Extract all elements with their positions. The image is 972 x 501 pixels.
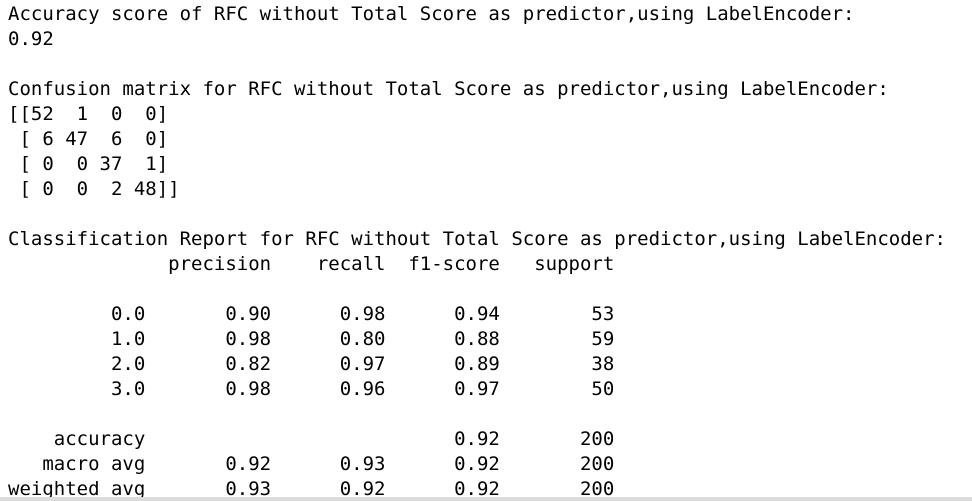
report-row: 2.0 0.82 0.97 0.89 38 — [8, 353, 615, 375]
confusion-matrix-row: [ 6 47 6 0] — [8, 128, 169, 150]
confusion-matrix-heading: Confusion matrix for RFC without Total S… — [8, 78, 889, 100]
confusion-matrix-row: [[52 1 0 0] — [8, 103, 169, 125]
confusion-matrix-row: [ 0 0 37 1] — [8, 153, 169, 175]
blank-line — [8, 52, 968, 77]
report-row: 0.0 0.90 0.98 0.94 53 — [8, 303, 615, 325]
notebook-output-area: Accuracy score of RFC without Total Scor… — [8, 2, 968, 497]
report-row: 3.0 0.98 0.96 0.97 50 — [8, 378, 615, 400]
blank-line — [8, 402, 968, 427]
classification-report-heading: Classification Report for RFC without To… — [8, 228, 946, 250]
report-macro-avg-row: macro avg 0.92 0.93 0.92 200 — [8, 453, 615, 475]
blank-line — [8, 277, 968, 302]
confusion-matrix-row: [ 0 0 2 48]] — [8, 178, 180, 200]
accuracy-heading: Accuracy score of RFC without Total Scor… — [8, 3, 855, 25]
report-column-headers: precision recall f1-score support — [8, 253, 615, 275]
accuracy-value: 0.92 — [8, 28, 54, 50]
blank-line — [8, 202, 968, 227]
report-accuracy-row: accuracy 0.92 200 — [8, 428, 615, 450]
horizontal-scrollbar[interactable] — [0, 497, 972, 501]
report-weighted-avg-row: weighted avg 0.93 0.92 0.92 200 — [8, 478, 615, 497]
report-row: 1.0 0.98 0.80 0.88 59 — [8, 328, 615, 350]
